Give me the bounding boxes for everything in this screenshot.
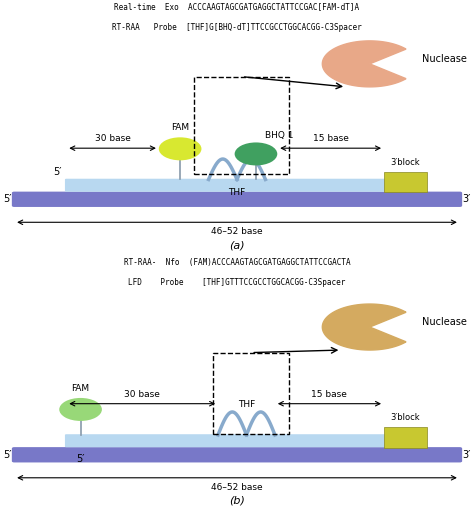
Text: 15 base: 15 base: [311, 389, 347, 399]
FancyBboxPatch shape: [65, 179, 404, 192]
Text: Nuclease: Nuclease: [422, 317, 467, 327]
Bar: [384, 427, 427, 448]
Text: 3′: 3′: [463, 450, 471, 460]
Text: 5′: 5′: [3, 450, 11, 460]
Text: 3′: 3′: [463, 194, 471, 204]
Text: THF: THF: [228, 188, 246, 197]
Text: (a): (a): [229, 240, 245, 250]
Text: LFD    Probe    [THF]GTTTCCGCCTGGCACGG-C3Spacer: LFD Probe [THF]GTTTCCGCCTGGCACGG-C3Space…: [128, 278, 346, 288]
Text: 46–52 base: 46–52 base: [211, 483, 263, 492]
Text: THF: THF: [238, 401, 255, 409]
Text: FAM: FAM: [72, 384, 90, 393]
Text: 46–52 base: 46–52 base: [211, 227, 263, 237]
Text: 5′: 5′: [76, 454, 85, 464]
Polygon shape: [322, 41, 406, 87]
Text: 30 base: 30 base: [95, 134, 130, 143]
Text: RT-RAA-  Nfo  (FAM)ACCCAAGTAGCGATGAGGCTATTCCGACTA: RT-RAA- Nfo (FAM)ACCCAAGTAGCGATGAGGCTATT…: [124, 258, 350, 267]
Text: 30 base: 30 base: [124, 389, 160, 399]
FancyBboxPatch shape: [65, 434, 404, 447]
Text: 5′: 5′: [53, 168, 62, 177]
Bar: [384, 172, 427, 192]
Text: FAM: FAM: [171, 123, 189, 132]
Text: Real-time  Exo  ACCCAAGTAGCGATGAGGCTATTCCGAC[FAM-dT]A: Real-time Exo ACCCAAGTAGCGATGAGGCTATTCCG…: [114, 3, 360, 12]
Text: (b): (b): [229, 496, 245, 506]
FancyBboxPatch shape: [12, 447, 462, 462]
Text: 5′: 5′: [3, 194, 11, 204]
Text: BHQ 1: BHQ 1: [265, 131, 294, 140]
Text: 15 base: 15 base: [313, 134, 348, 143]
Text: 3′block: 3′block: [391, 158, 420, 167]
Text: 3′block: 3′block: [391, 413, 420, 422]
Text: Nuclease: Nuclease: [422, 54, 467, 64]
FancyBboxPatch shape: [12, 192, 462, 207]
Circle shape: [159, 137, 201, 160]
Circle shape: [59, 398, 102, 421]
Polygon shape: [322, 304, 406, 350]
Text: RT-RAA   Probe  [THF]G[BHQ-dT]TTCCGCCTGGCACGG-C3Spacer: RT-RAA Probe [THF]G[BHQ-dT]TTCCGCCTGGCAC…: [112, 23, 362, 32]
Circle shape: [235, 143, 277, 166]
